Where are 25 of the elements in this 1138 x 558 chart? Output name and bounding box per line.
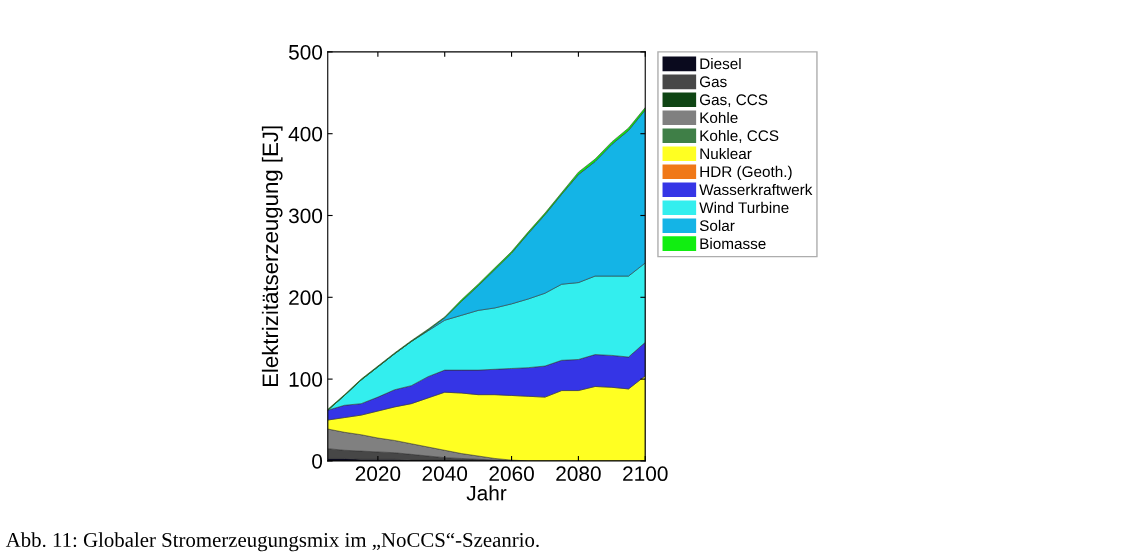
legend-label: Biomasse	[700, 237, 766, 250]
x-tick-label: 2100	[623, 466, 668, 482]
caption: Abb. 11: Globaler Stromerzeugungsmix im „NoCCS“-Szeanrio.	[5, 532, 539, 552]
y-axis-title: Elektrizitätserzeugung [EJ]	[261, 126, 283, 387]
y-tick-label: 500	[288, 44, 323, 60]
legend-label: Gas	[699, 76, 727, 88]
x-axis-title: Jahr	[466, 485, 507, 501]
y-tick-label: 0	[312, 453, 323, 469]
legend-label: Kohle	[700, 111, 738, 124]
legend-label: Diesel	[700, 57, 741, 70]
y-tick-label: 100	[289, 372, 323, 387]
legend-label: Wind Turbine	[699, 201, 789, 214]
y-tick-label: 400	[288, 126, 323, 142]
legend-label: HDR (Geoth.)	[700, 165, 792, 181]
x-tick-label: 2020	[355, 466, 401, 482]
y-tick-label: 300	[288, 208, 323, 224]
legend-label: Wasserkraftwerk	[699, 183, 813, 196]
legend-label: Gas, CCS	[699, 94, 768, 107]
x-tick-label: 2080	[556, 466, 601, 482]
x-tick-label: 2040	[422, 466, 468, 482]
legend-label: Nuklear	[700, 147, 752, 160]
legend-label: Kohle, CCS	[700, 129, 779, 143]
x-tick-label: 2060	[489, 466, 534, 482]
y-tick-label: 200	[289, 290, 323, 306]
legend-label: Solar	[699, 219, 735, 232]
